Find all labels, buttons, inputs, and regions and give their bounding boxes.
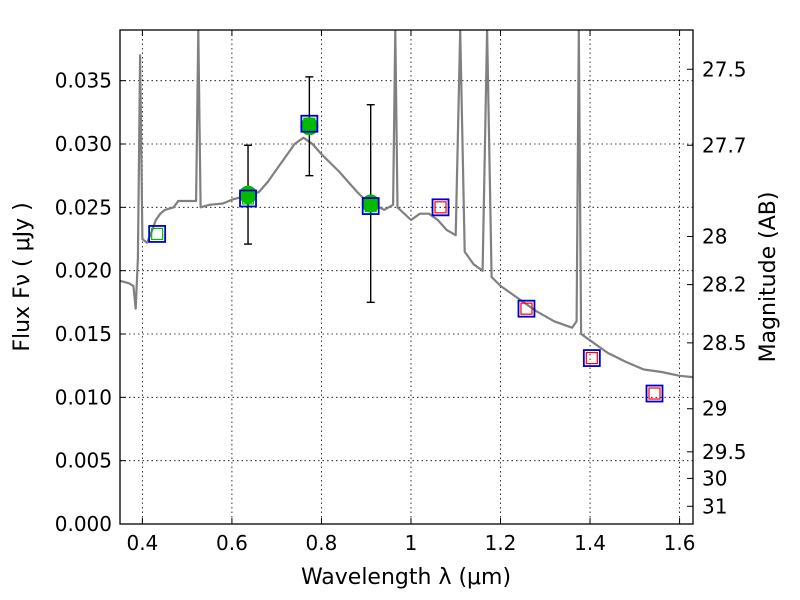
- y-tick-label: 0.010: [55, 385, 112, 409]
- model-flux-square: [645, 384, 664, 403]
- model-flux-square: [431, 198, 450, 217]
- y2-tick-label: 27.7: [702, 133, 747, 157]
- y2-tick-label: 28.2: [702, 273, 747, 297]
- y2-tick-label: 27.5: [702, 57, 747, 81]
- y2-tick-label: 28: [702, 224, 727, 248]
- y-tick-label: 0.000: [55, 512, 112, 536]
- x-tick-label: 1.2: [485, 531, 517, 555]
- y-tick-label: 0.005: [55, 449, 112, 473]
- model-flux-square-inner: [434, 201, 447, 214]
- template-spectrum-line: [120, 30, 693, 379]
- model-flux-square: [239, 189, 257, 208]
- model-flux-square: [517, 299, 536, 318]
- x-axis-title: Wavelength λ (μm): [301, 565, 511, 590]
- plot-area: [120, 30, 693, 403]
- model-flux-square-inner: [364, 199, 377, 213]
- x-tick-label: 1.4: [574, 531, 606, 555]
- model-flux-square-inner: [585, 351, 598, 365]
- tick-labels: 0.4 0.6 0.8 1 1.2 1.4 1.6 0.000 0.005 0.010 0.015 0…: [55, 57, 747, 555]
- y2-tick-label: 31: [702, 494, 727, 518]
- y2-tick-label: 29: [702, 397, 727, 421]
- model-flux-square: [582, 349, 601, 367]
- x-tick-label: 1: [405, 531, 418, 555]
- y2-axis-title: Magnitude (AB): [756, 192, 781, 363]
- model-flux-square: [300, 114, 319, 133]
- model-flux-square-inner: [520, 302, 533, 315]
- x-tick-label: 1.6: [664, 531, 696, 555]
- y-tick-label: 0.025: [55, 195, 112, 219]
- y-tick-label: 0.035: [55, 69, 112, 93]
- x-tick-label: 0.6: [216, 531, 248, 555]
- model-flux-square-inner: [303, 117, 316, 130]
- y-tick-label: 0.030: [55, 132, 112, 156]
- y-tick-label: 0.020: [55, 259, 112, 283]
- model-flux-square-inner: [648, 387, 661, 400]
- y2-tick-label: 29.5: [702, 440, 747, 464]
- model-flux-square: [361, 197, 380, 215]
- model-flux-square: [148, 225, 167, 243]
- model-flux-square-inner: [241, 192, 255, 205]
- model-flux-square-inner: [151, 227, 164, 241]
- y-tick-label: 0.015: [55, 322, 112, 346]
- x-tick-label: 0.4: [126, 531, 158, 555]
- y2-tick-label: 30: [702, 466, 727, 490]
- ticks: [120, 30, 693, 525]
- y2-tick-label: 28.5: [702, 331, 747, 355]
- x-tick-label: 0.8: [306, 531, 338, 555]
- plot-frame: [119, 29, 694, 525]
- y-axis-title: Flux Fν ( μJy ): [10, 202, 35, 351]
